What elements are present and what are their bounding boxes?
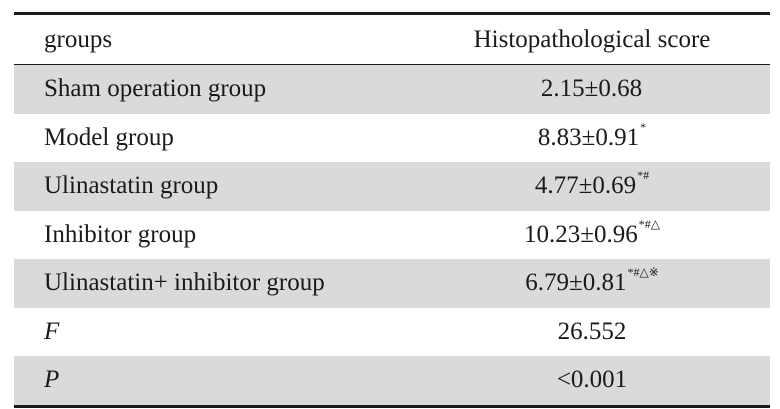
table-row-ulinastatin: Ulinastatin group 4.77±0.69*# xyxy=(14,162,770,211)
row-stat-label: F xyxy=(44,317,60,345)
row-score-value: 6.79±0.81 xyxy=(525,269,627,297)
table-top-rule xyxy=(14,12,770,15)
table-header-rule xyxy=(14,64,770,65)
histopathology-table: groups Histopathological score Sham oper… xyxy=(14,12,770,408)
row-significance-mark: *#△※ xyxy=(627,265,659,280)
row-group-label: Inhibitor group xyxy=(44,220,197,248)
table-row-p-value: P <0.001 xyxy=(14,356,770,405)
row-significance-mark: *# xyxy=(637,168,650,183)
row-score-cell: 8.83±0.91* xyxy=(434,120,770,152)
row-significance-mark: *#△ xyxy=(638,216,660,231)
row-group-label: Sham operation group xyxy=(44,75,267,103)
row-stat-value: <0.001 xyxy=(556,366,628,394)
header-histopathological-score: Histopathological score xyxy=(473,25,711,53)
table-row-sham-operation: Sham operation group 2.15±0.68 xyxy=(14,65,770,114)
table-row-f-statistic: F 26.552 xyxy=(14,308,770,357)
row-stat-label: P xyxy=(44,366,60,394)
table-bottom-rule xyxy=(14,404,770,408)
row-stat-value: 26.552 xyxy=(557,317,627,345)
row-score-cell: 10.23±0.96*#△ xyxy=(434,217,770,249)
row-score-cell: 6.79±0.81*#△※ xyxy=(434,265,770,297)
header-groups: groups xyxy=(44,25,113,53)
table-row-model: Model group 8.83±0.91* xyxy=(14,114,770,163)
row-group-label: Model group xyxy=(44,123,174,151)
row-score-cell: 26.552 xyxy=(434,318,770,346)
row-group-label: Ulinastatin+ inhibitor group xyxy=(44,269,325,297)
table-row-ulinastatin-inhibitor: Ulinastatin+ inhibitor group 6.79±0.81*#… xyxy=(14,259,770,308)
row-score-value: 8.83±0.91 xyxy=(537,123,640,151)
row-score-cell: <0.001 xyxy=(434,366,770,394)
row-score-value: 2.15±0.68 xyxy=(540,75,643,103)
row-score-value: 10.23±0.96 xyxy=(524,220,638,248)
table-header-row: groups Histopathological score xyxy=(14,15,770,64)
row-group-label: Ulinastatin group xyxy=(44,172,219,200)
row-score-cell: 4.77±0.69*# xyxy=(434,168,770,200)
table-row-inhibitor: Inhibitor group 10.23±0.96*#△ xyxy=(14,211,770,260)
row-significance-mark: * xyxy=(640,119,647,134)
row-score-cell: 2.15±0.68 xyxy=(434,75,770,103)
row-score-value: 4.77±0.69 xyxy=(534,172,637,200)
